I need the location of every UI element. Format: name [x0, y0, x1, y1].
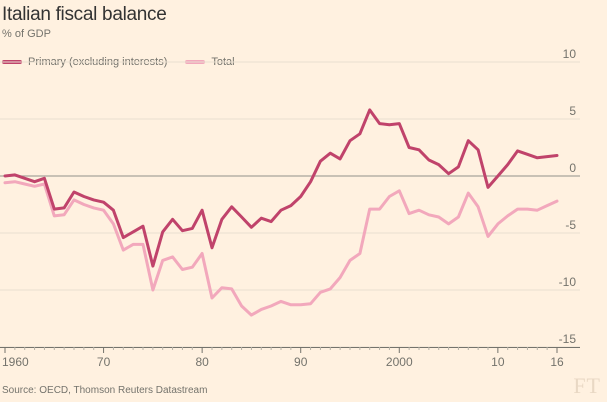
x-tick-label: 10: [491, 355, 505, 369]
series-line-total: [3, 180, 559, 317]
y-axis: 10 5 0 -5 -10 -15: [559, 47, 577, 346]
x-tick-label: 80: [195, 355, 209, 369]
chart-subtitle: % of GDP: [2, 28, 51, 40]
x-tick-label: 2000: [386, 355, 413, 369]
x-tick-label: 70: [97, 355, 111, 369]
y-tick-label: 0: [569, 161, 576, 175]
x-tick-label: 1960: [2, 355, 29, 369]
y-tick-label: -10: [559, 275, 577, 289]
ft-logo: FT: [573, 373, 601, 398]
series-layer: [3, 108, 559, 317]
x-tick-label: 90: [294, 355, 308, 369]
source-note: Source: OECD, Thomson Reuters Datastream: [2, 385, 208, 396]
x-axis: 1960 70 80 90 2000 10 16: [0, 347, 580, 369]
y-tick-label: -15: [559, 332, 577, 346]
chart-title: Italian fiscal balance: [2, 4, 167, 25]
y-tick-label: 10: [563, 47, 577, 61]
x-tick-label: 16: [550, 355, 564, 369]
y-tick-label: 5: [569, 104, 576, 118]
y-tick-label: -5: [565, 218, 576, 232]
series-line-primary: [3, 108, 559, 268]
